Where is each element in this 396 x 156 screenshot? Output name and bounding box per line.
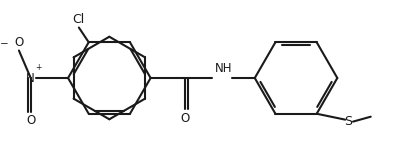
Text: S: S: [344, 115, 352, 128]
Text: Cl: Cl: [72, 12, 84, 26]
Text: +: +: [36, 63, 42, 72]
Text: N: N: [27, 71, 35, 85]
Text: O: O: [180, 112, 190, 125]
Text: NH: NH: [215, 62, 232, 75]
Text: O: O: [14, 36, 23, 49]
Text: O: O: [26, 114, 35, 127]
Text: −: −: [0, 39, 9, 49]
